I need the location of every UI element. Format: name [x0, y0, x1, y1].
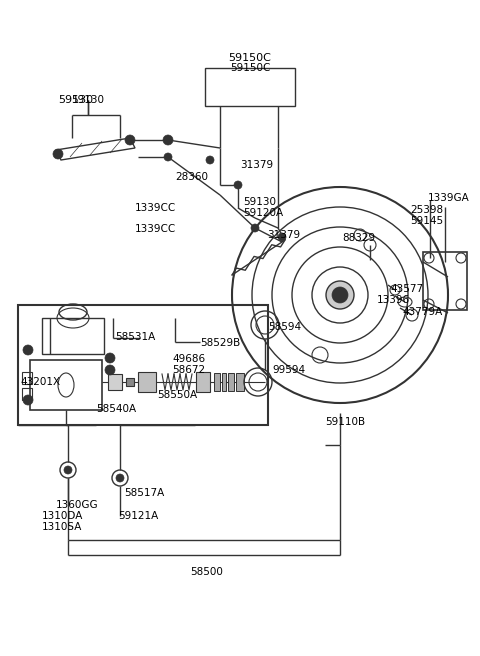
Bar — [138, 372, 156, 392]
Bar — [214, 373, 220, 391]
Text: 31379: 31379 — [267, 230, 300, 240]
Bar — [22, 388, 32, 400]
Circle shape — [278, 233, 286, 241]
Text: 43779A: 43779A — [402, 307, 442, 317]
Bar — [22, 372, 32, 384]
Bar — [108, 374, 122, 390]
Circle shape — [105, 365, 115, 375]
Circle shape — [164, 153, 172, 161]
Circle shape — [23, 395, 33, 405]
Text: 58517A: 58517A — [124, 488, 164, 498]
Circle shape — [206, 156, 214, 164]
Bar — [236, 373, 244, 391]
Circle shape — [326, 281, 354, 309]
Text: 43201X: 43201X — [20, 377, 60, 387]
Circle shape — [64, 466, 72, 474]
Circle shape — [163, 135, 173, 145]
Text: 28360: 28360 — [175, 172, 208, 182]
Circle shape — [116, 474, 124, 482]
Text: 59130: 59130 — [72, 95, 105, 105]
Text: 1339CC: 1339CC — [135, 224, 176, 234]
Bar — [423, 252, 467, 310]
Circle shape — [234, 181, 242, 189]
Text: 31379: 31379 — [240, 160, 273, 170]
Text: 49686: 49686 — [172, 354, 205, 364]
Text: 1360GG: 1360GG — [56, 500, 98, 510]
Text: 58594: 58594 — [268, 322, 301, 332]
Text: 1310DA: 1310DA — [42, 511, 84, 521]
Text: 59110B: 59110B — [325, 417, 365, 427]
Text: 1339CC: 1339CC — [135, 203, 176, 213]
Bar — [222, 373, 226, 391]
Text: 59145: 59145 — [410, 216, 443, 226]
Bar — [205, 68, 295, 106]
Circle shape — [105, 353, 115, 363]
Text: 59120A: 59120A — [243, 208, 283, 218]
Text: 13396: 13396 — [377, 295, 410, 305]
Circle shape — [251, 224, 259, 232]
Text: 58550A: 58550A — [157, 390, 197, 400]
Text: 88329: 88329 — [342, 233, 375, 243]
Circle shape — [125, 135, 135, 145]
Circle shape — [332, 287, 348, 303]
Text: 58672: 58672 — [172, 365, 205, 375]
Circle shape — [53, 149, 63, 159]
Text: 43577: 43577 — [390, 284, 423, 294]
Bar — [228, 373, 234, 391]
Text: 25398: 25398 — [410, 205, 443, 215]
Circle shape — [23, 345, 33, 355]
Text: 59150C: 59150C — [228, 53, 271, 63]
Text: 59150C: 59150C — [230, 63, 270, 73]
Text: 58500: 58500 — [191, 567, 223, 577]
Text: 59121A: 59121A — [118, 511, 158, 521]
Text: 1310SA: 1310SA — [42, 522, 83, 532]
Text: 58529B: 58529B — [200, 338, 240, 348]
Text: 58540A: 58540A — [96, 404, 136, 414]
Bar — [126, 378, 134, 386]
Bar — [18, 305, 268, 425]
Bar — [30, 360, 102, 410]
Text: 58531A: 58531A — [115, 332, 155, 342]
Text: 59130: 59130 — [243, 197, 276, 207]
Text: 59130: 59130 — [58, 95, 93, 105]
Text: 1339GA: 1339GA — [428, 193, 470, 203]
Bar — [42, 318, 104, 354]
Text: 99594: 99594 — [272, 365, 305, 375]
Bar — [196, 372, 210, 392]
